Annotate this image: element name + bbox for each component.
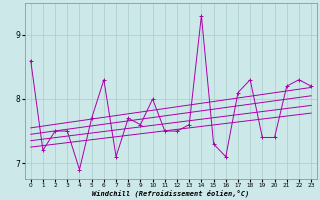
X-axis label: Windchill (Refroidissement éolien,°C): Windchill (Refroidissement éolien,°C) xyxy=(92,190,250,197)
